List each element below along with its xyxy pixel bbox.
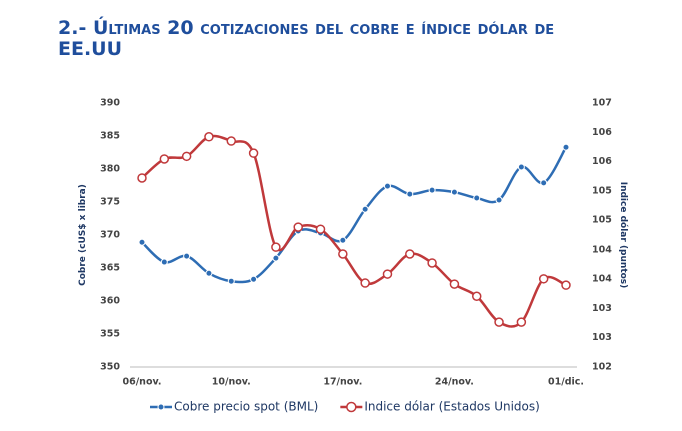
marker xyxy=(293,222,303,232)
marker xyxy=(561,280,571,290)
marker xyxy=(160,258,168,266)
x-tick-label: 10/nov. xyxy=(212,377,251,388)
marker xyxy=(538,274,549,284)
marker xyxy=(473,194,481,202)
y-tick-label: 360 xyxy=(100,296,120,307)
legend-marker xyxy=(346,401,357,413)
marker xyxy=(494,317,504,327)
y-tick-label: 385 xyxy=(100,131,120,142)
series-line xyxy=(141,146,568,284)
marker xyxy=(383,182,391,190)
marker xyxy=(405,249,415,259)
y-tick-label: 380 xyxy=(100,164,120,175)
marker xyxy=(181,151,192,162)
series-line xyxy=(141,134,567,328)
marker xyxy=(138,238,146,246)
y2-tick-label: 107 xyxy=(592,98,612,109)
y2-tick-label: 105 xyxy=(592,186,612,197)
marker xyxy=(315,224,326,234)
marker xyxy=(495,196,503,204)
marker xyxy=(427,258,437,268)
x-tick-label: 17/nov. xyxy=(323,377,362,388)
legend-marker xyxy=(157,403,165,411)
marker xyxy=(250,275,258,283)
y2-tick-label: 106 xyxy=(592,127,612,138)
y2-tick-label: 104 xyxy=(592,273,612,284)
legend-label: Cobre precio spot (BML) xyxy=(174,400,318,414)
marker xyxy=(428,186,436,194)
x-tick-label: 06/nov. xyxy=(122,377,161,388)
marker xyxy=(183,252,191,260)
marker xyxy=(159,154,170,164)
marker xyxy=(339,236,347,244)
marker xyxy=(406,190,414,198)
y2-axis-label: Indice dólar (puntos) xyxy=(618,182,629,289)
y-tick-label: 390 xyxy=(100,98,120,109)
marker xyxy=(361,205,369,213)
marker xyxy=(205,269,213,277)
chart-title: 2.- Últimas 20 cotizaciones del cobre e … xyxy=(58,15,554,60)
marker xyxy=(248,148,259,158)
x-tick-label: 01/dic. xyxy=(548,377,584,388)
y-axis-label: Cobre (cUS$ x libra) xyxy=(78,184,88,286)
y-tick-label: 375 xyxy=(100,197,120,208)
marker xyxy=(382,269,393,279)
legend-label: Indice dólar (Estados Unidos) xyxy=(364,400,540,414)
marker xyxy=(540,179,548,187)
marker xyxy=(204,132,214,142)
y-tick-label: 365 xyxy=(100,263,120,274)
y2-tick-label: 103 xyxy=(592,332,612,343)
marker xyxy=(516,317,527,327)
y2-tick-label: 102 xyxy=(592,362,612,373)
marker xyxy=(517,163,525,171)
y-tick-label: 370 xyxy=(100,230,120,241)
marker xyxy=(562,143,570,151)
y-tick-label: 350 xyxy=(100,362,120,373)
marker xyxy=(338,249,348,259)
marker xyxy=(449,279,460,289)
marker xyxy=(226,136,237,146)
marker xyxy=(137,173,147,183)
marker xyxy=(227,277,235,285)
marker xyxy=(450,188,458,196)
marker xyxy=(360,278,370,288)
marker xyxy=(272,254,280,262)
marker xyxy=(271,242,281,252)
y2-tick-label: 106 xyxy=(592,156,612,167)
y-tick-label: 355 xyxy=(100,329,120,340)
y2-tick-label: 105 xyxy=(592,215,612,226)
y2-tick-label: 103 xyxy=(592,303,612,314)
y2-tick-label: 104 xyxy=(592,244,612,255)
x-tick-label: 24/nov. xyxy=(435,377,474,388)
marker xyxy=(471,291,482,301)
